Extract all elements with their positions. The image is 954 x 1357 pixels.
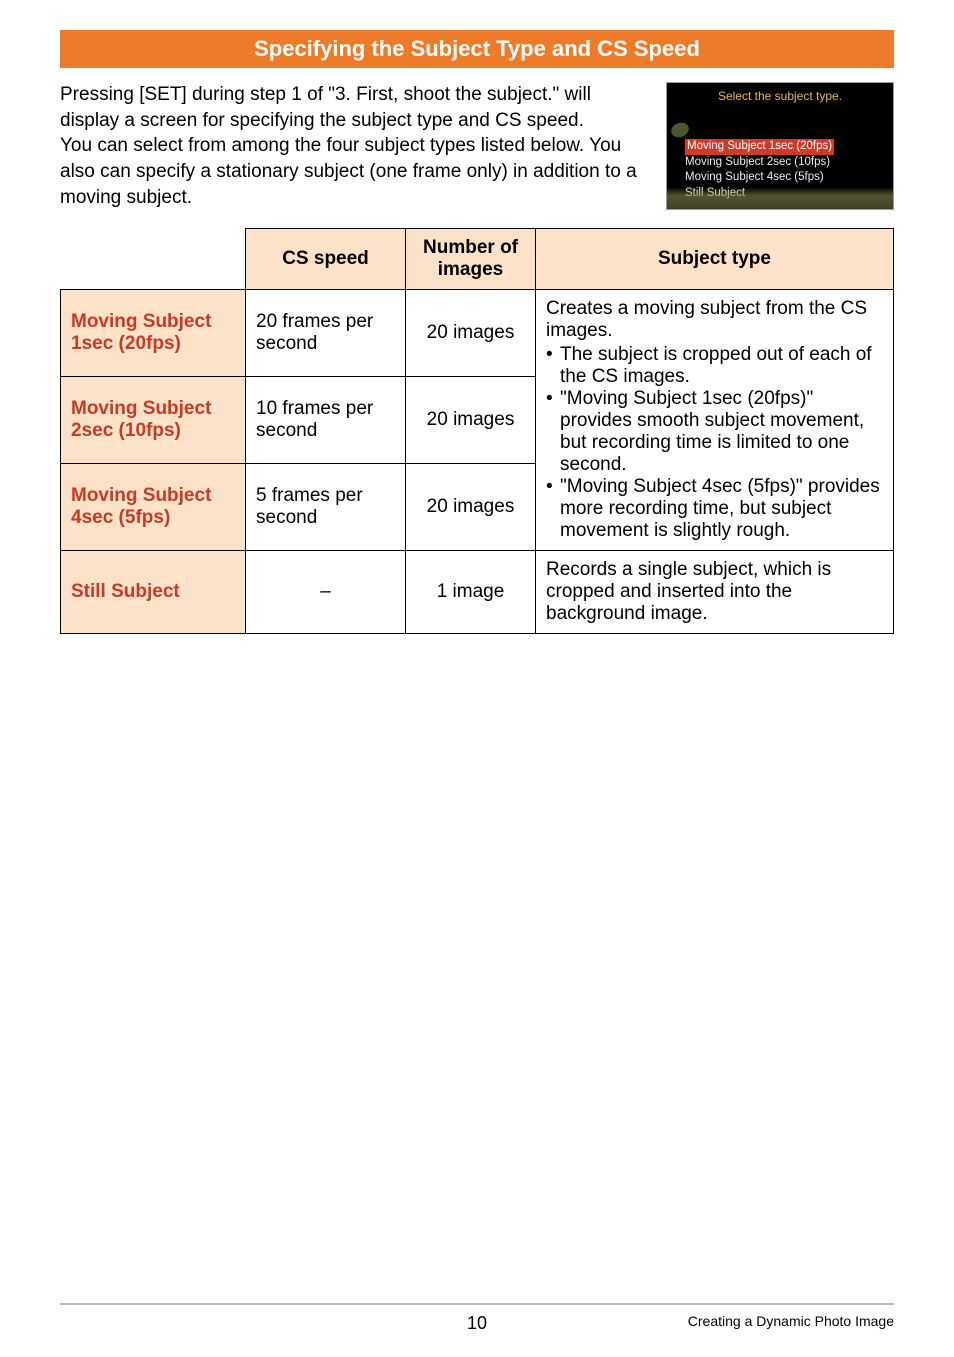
moving-desc-bullet: "Moving Subject 1sec (20fps)" provides s…	[546, 388, 883, 476]
camera-menu-item: Moving Subject 2sec (10fps)	[685, 156, 830, 168]
cell-moving-desc: Creates a moving subject from the CS ima…	[536, 290, 894, 551]
spec-table: CS speed Number of images Subject type M…	[60, 228, 894, 634]
footer-caption: Creating a Dynamic Photo Image	[688, 1313, 894, 1329]
row-label: Moving Subject 1sec (20fps)	[61, 290, 246, 377]
cell-num: 20 images	[406, 464, 536, 551]
section-header: Specifying the Subject Type and CS Speed	[60, 30, 894, 68]
th-num-images: Number of images	[406, 229, 536, 290]
intro-block: Pressing [SET] during step 1 of "3. Firs…	[60, 82, 894, 210]
th-cs-speed: CS speed	[246, 229, 406, 290]
camera-screen-thumbnail: Select the subject type. Moving Subject …	[666, 82, 894, 210]
table-row: Moving Subject 1sec (20fps) 20 frames pe…	[61, 290, 894, 377]
row-label: Moving Subject 2sec (10fps)	[61, 377, 246, 464]
camera-menu-item-selected: Moving Subject 1sec (20fps)	[685, 139, 834, 155]
camera-screen-title: Select the subject type.	[667, 83, 893, 103]
table-corner-empty	[61, 229, 246, 290]
table-row: Still Subject – 1 image Records a single…	[61, 551, 894, 634]
intro-p1: Pressing [SET] during step 1 of "3. Firs…	[60, 84, 591, 131]
row-label: Moving Subject 4sec (5fps)	[61, 464, 246, 551]
cell-cs: 5 frames per second	[246, 464, 406, 551]
cell-cs: –	[246, 551, 406, 634]
cell-num: 20 images	[406, 377, 536, 464]
camera-menu-item: Moving Subject 4sec (5fps)	[685, 171, 824, 183]
moving-desc-bullet: The subject is cropped out of each of th…	[546, 344, 883, 388]
table-header-row: CS speed Number of images Subject type	[61, 229, 894, 290]
intro-p2: You can select from among the four subje…	[60, 135, 637, 207]
page-footer: 10 Creating a Dynamic Photo Image	[60, 1303, 894, 1329]
cell-cs: 20 frames per second	[246, 290, 406, 377]
moving-desc-lead: Creates a moving subject from the CS ima…	[546, 298, 867, 341]
cell-cs: 10 frames per second	[246, 377, 406, 464]
page-number: 10	[467, 1313, 487, 1334]
moving-desc-bullet: "Moving Subject 4sec (5fps)" provides mo…	[546, 476, 883, 542]
grass-decoration	[667, 187, 893, 209]
intro-text: Pressing [SET] during step 1 of "3. Firs…	[60, 82, 648, 210]
cell-still-desc: Records a single subject, which is cropp…	[536, 551, 894, 634]
row-label: Still Subject	[61, 551, 246, 634]
cell-num: 20 images	[406, 290, 536, 377]
cell-num: 1 image	[406, 551, 536, 634]
leaf-decoration	[669, 120, 691, 139]
th-subject-type: Subject type	[536, 229, 894, 290]
